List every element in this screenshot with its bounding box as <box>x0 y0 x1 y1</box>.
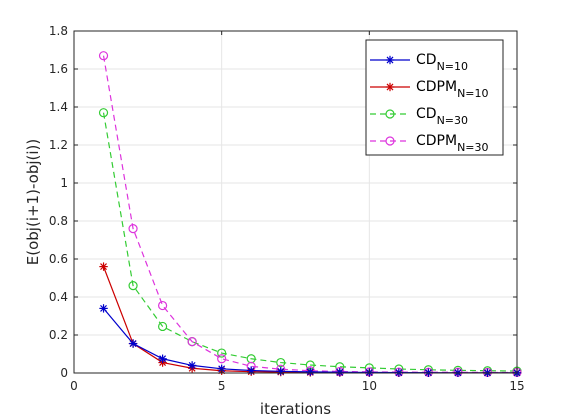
data-point <box>98 108 109 118</box>
data-point <box>187 337 197 347</box>
y-tick-label: 0.6 <box>49 252 68 266</box>
y-tick-label: 1.2 <box>49 138 68 152</box>
data-point <box>276 357 286 368</box>
data-point <box>158 300 168 311</box>
legend-item: CDPMN=10 <box>370 79 489 100</box>
data-point <box>335 368 344 377</box>
legend-marker <box>385 136 395 146</box>
data-point <box>217 364 226 374</box>
y-tick-label: 1.8 <box>49 24 68 38</box>
x-tick-label: 0 <box>70 379 78 393</box>
data-point <box>128 339 138 348</box>
legend-label: CDN=30 <box>416 106 468 127</box>
data-point <box>99 262 108 271</box>
data-point <box>128 224 138 234</box>
series-cd-n10 <box>99 304 522 378</box>
y-axis-label: E(obj(i+1)-obj(i)) <box>24 139 42 265</box>
legend: CDN=10 CDPMN=10 CDN=30 CDPMN=30 <box>365 39 504 156</box>
y-tick-label: 0 <box>60 366 68 380</box>
plot-frame <box>73 30 518 374</box>
legend-label: CDN=10 <box>416 52 468 73</box>
series-line <box>102 112 518 372</box>
x-tick-label: 10 <box>362 379 377 393</box>
series-line <box>102 55 517 374</box>
legend-item: CDN=30 <box>370 106 468 127</box>
legend-marker <box>385 82 395 92</box>
x-tick-label: 5 <box>218 379 226 393</box>
y-tick-label: 0.8 <box>49 214 68 228</box>
data-point <box>128 281 138 291</box>
legend-marker <box>385 55 395 65</box>
y-tick-label: 1.4 <box>49 100 68 114</box>
data-point <box>187 361 197 370</box>
legend-label: CDPMN=10 <box>416 79 489 100</box>
data-point <box>276 367 285 376</box>
legend-item: CDPMN=30 <box>370 133 489 154</box>
data-point <box>158 321 168 332</box>
legend-item: CDN=10 <box>370 52 468 73</box>
x-axis-label: iterations <box>260 400 331 418</box>
ticks: 0 5 10 15 0 0.2 0.4 0.6 0.8 1 1.2 1.4 1.6 1.8 <box>49 24 525 393</box>
x-tick-label: 15 <box>509 379 524 393</box>
legend-label: CDPMN=30 <box>416 133 489 154</box>
data-point <box>217 354 227 364</box>
y-tick-label: 0.2 <box>49 328 68 342</box>
legend-marker <box>385 109 395 119</box>
y-tick-label: 0.4 <box>49 290 68 304</box>
data-point <box>306 367 315 377</box>
y-tick-label: 1 <box>60 176 68 190</box>
data-point <box>98 51 109 61</box>
series-layer <box>98 51 522 378</box>
data-point <box>158 354 167 363</box>
y-tick-label: 1.6 <box>49 62 68 76</box>
data-point <box>99 304 108 313</box>
data-point <box>217 348 227 358</box>
